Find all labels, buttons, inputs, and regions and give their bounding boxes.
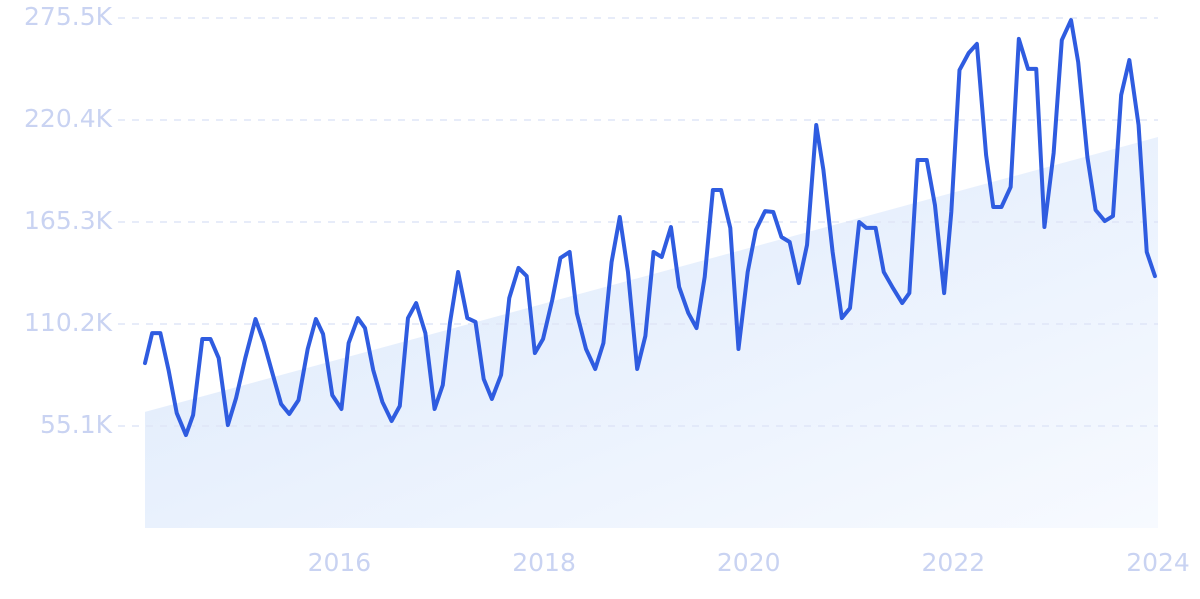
y-tick-label: 165.3K [24,206,113,235]
y-tick-label: 220.4K [24,104,113,133]
line [143,18,1157,438]
y-tick-label: 275.5K [24,2,113,31]
trend-area [145,137,1158,528]
x-tick-label: 2022 [922,548,986,577]
x-tick-label: 2018 [512,548,576,577]
x-tick-label: 2020 [717,548,781,577]
x-tick-label: 2016 [308,548,372,577]
x-tick-label: 2024 [1126,548,1190,577]
y-tick-label: 110.2K [24,308,113,337]
y-tick-label: 55.1K [40,410,113,439]
